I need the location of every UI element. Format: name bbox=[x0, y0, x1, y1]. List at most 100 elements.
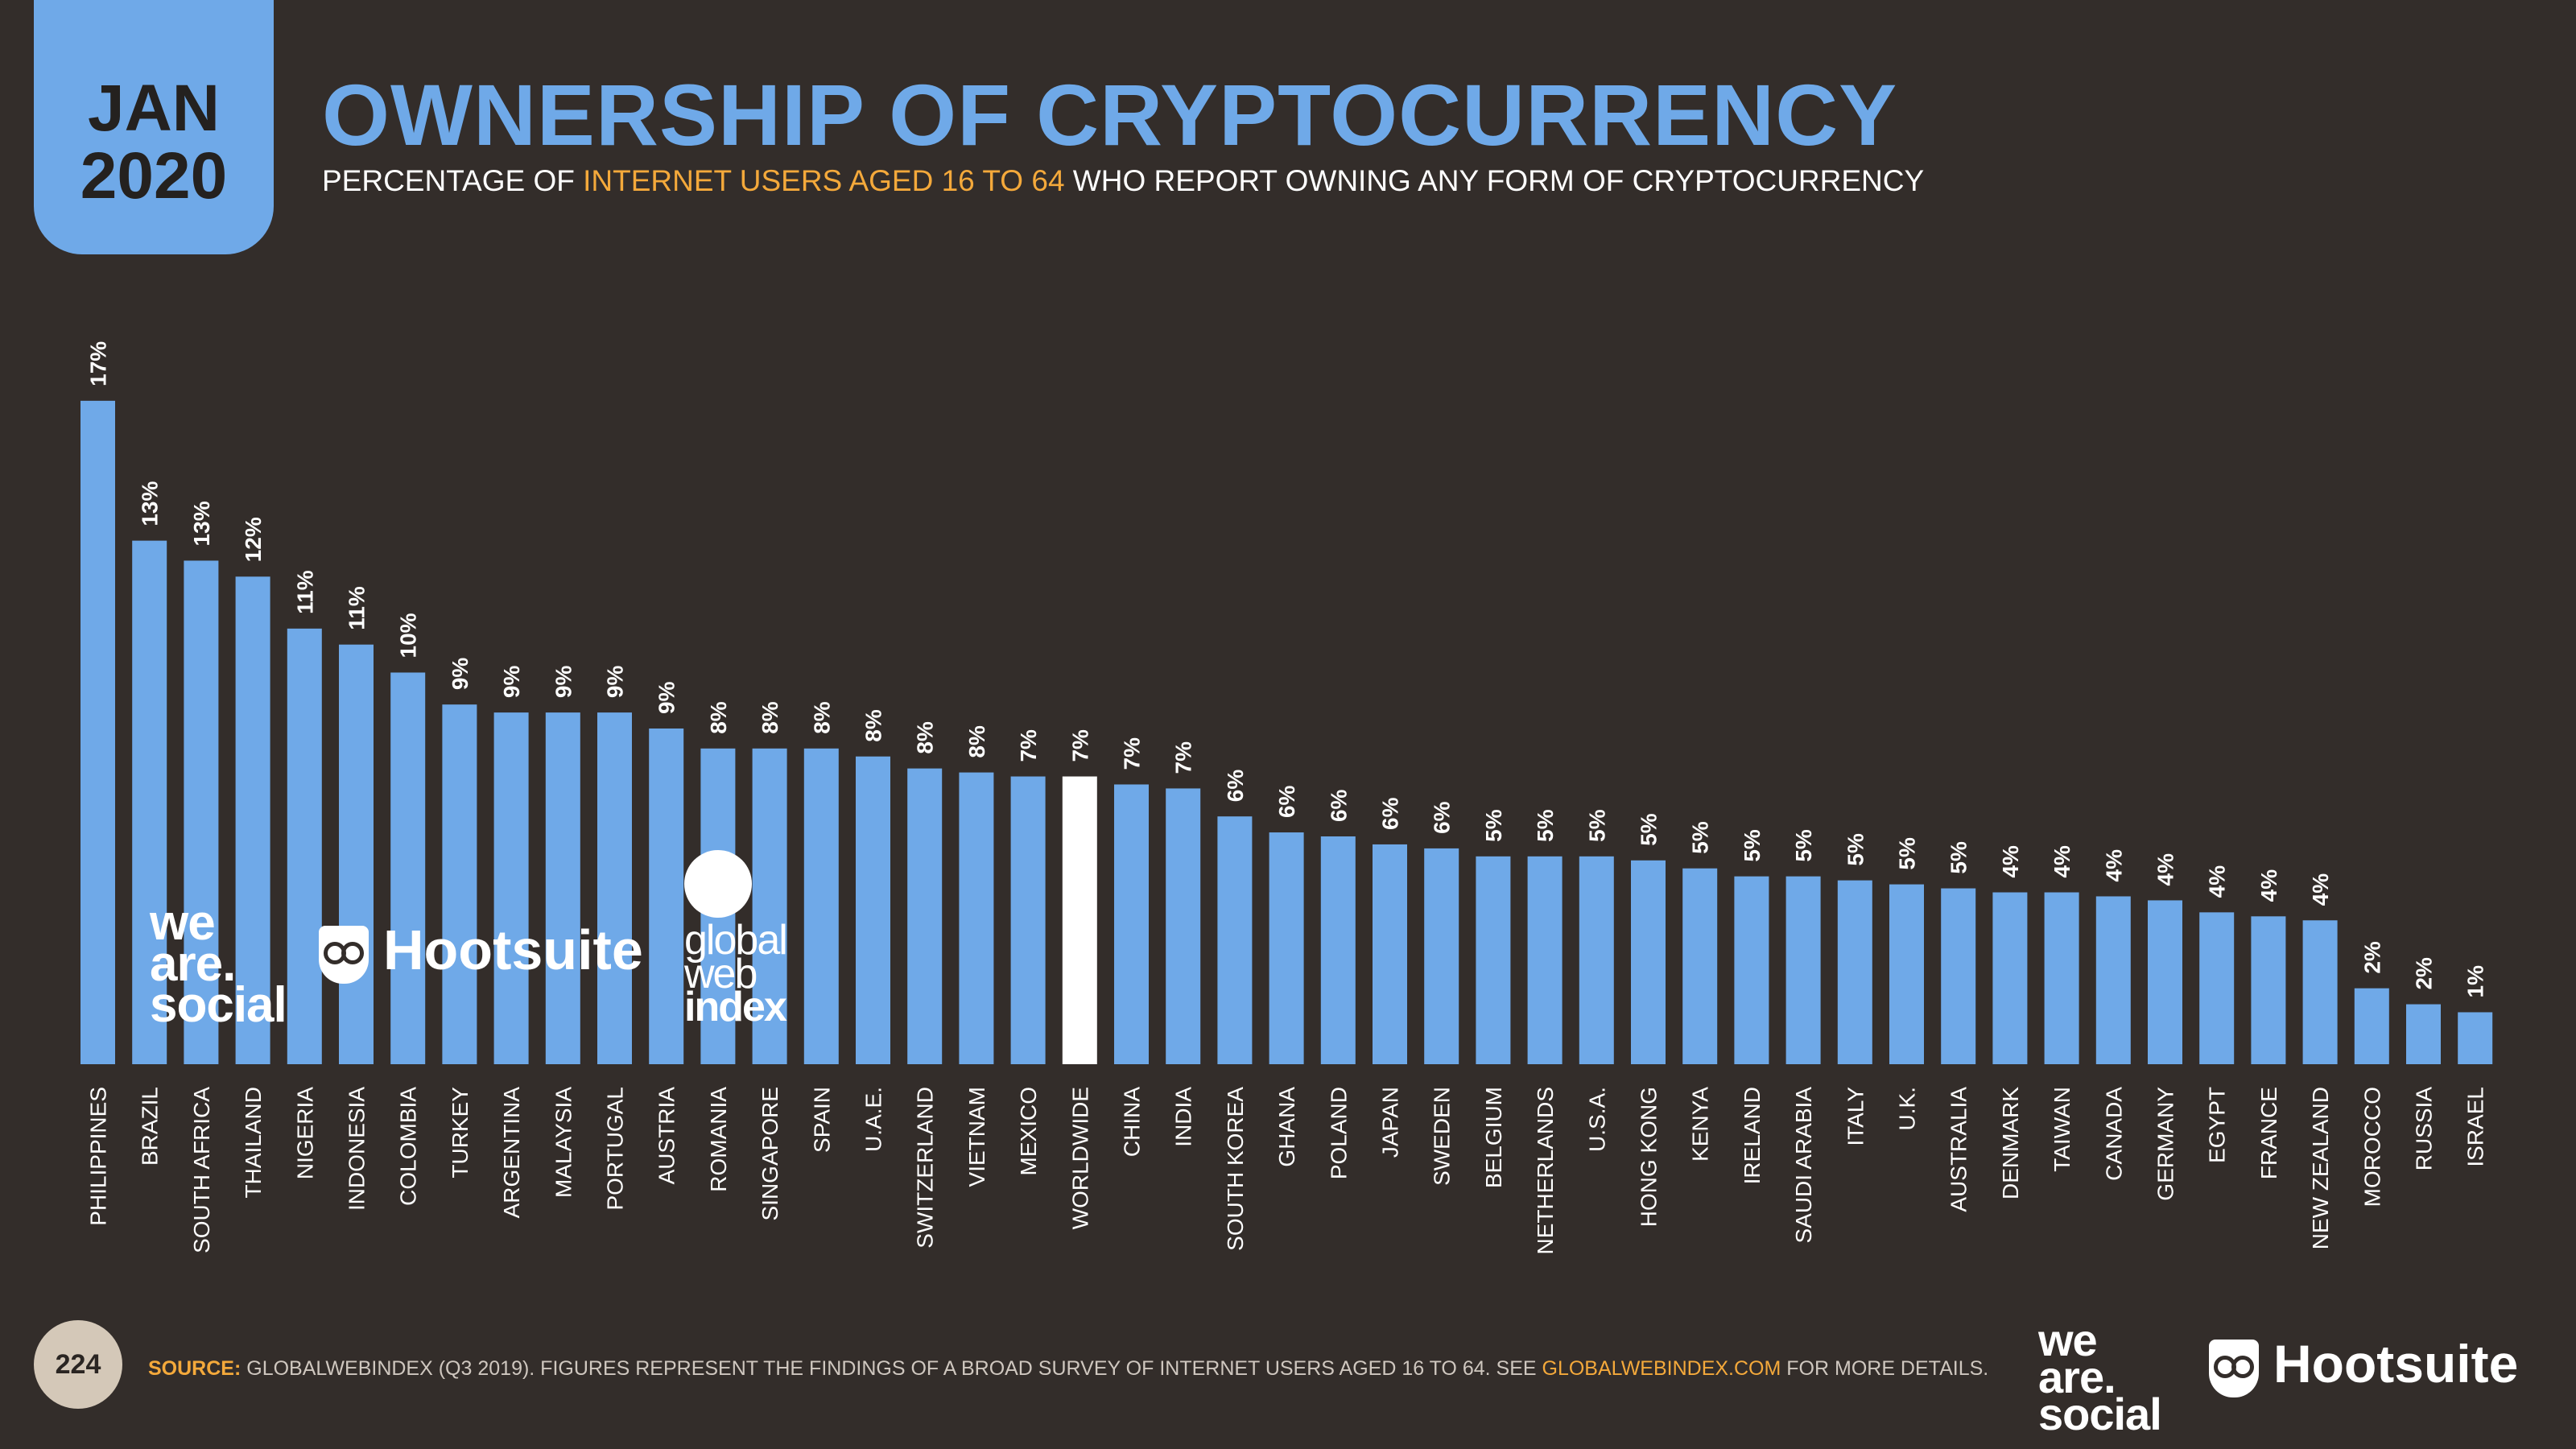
category-label: CANADA bbox=[2101, 1087, 2126, 1181]
category-label: THAILAND bbox=[241, 1087, 266, 1198]
category-label: WORLDWIDE bbox=[1067, 1087, 1092, 1229]
owl-icon bbox=[319, 925, 369, 984]
bar-belgium bbox=[1476, 856, 1511, 1064]
bar-sweden bbox=[1424, 848, 1459, 1064]
value-label: 11% bbox=[292, 570, 317, 614]
value-label: 6% bbox=[1274, 785, 1299, 818]
footer-hootsuite-logo: Hootsuite bbox=[2209, 1333, 2518, 1397]
footer-we-are-social-logo: we are. social bbox=[2038, 1315, 2162, 1439]
value-label: 5% bbox=[1946, 841, 1971, 874]
category-label: NIGERIA bbox=[292, 1087, 317, 1179]
value-label: 4% bbox=[2308, 873, 2333, 906]
category-label: VIETNAM bbox=[964, 1087, 989, 1187]
value-label: 1% bbox=[2463, 965, 2488, 998]
category-label: HONG KONG bbox=[1637, 1087, 1662, 1227]
bar-india bbox=[1166, 788, 1201, 1064]
bar-indonesia bbox=[339, 644, 374, 1064]
value-label: 4% bbox=[2101, 849, 2126, 882]
hootsuite-text: Hootsuite bbox=[383, 919, 643, 981]
value-label: 13% bbox=[138, 481, 163, 526]
gwi-line-1: global bbox=[684, 917, 788, 964]
bar-argentina bbox=[493, 712, 529, 1064]
source-suffix: FOR MORE DETAILS. bbox=[1781, 1357, 1989, 1380]
category-label: PHILIPPINES bbox=[86, 1087, 111, 1226]
category-label: POLAND bbox=[1326, 1087, 1351, 1179]
bar-portugal bbox=[597, 712, 632, 1064]
bar-new-zealand bbox=[2302, 920, 2338, 1064]
category-label: MALAYSIA bbox=[551, 1087, 576, 1198]
bar-u-s-a bbox=[1579, 856, 1614, 1064]
bar-russia bbox=[2406, 1004, 2441, 1064]
category-label: MOROCCO bbox=[2359, 1087, 2384, 1207]
value-label: 8% bbox=[913, 721, 938, 754]
bar-nigeria bbox=[287, 628, 322, 1064]
bar-south-korea bbox=[1217, 816, 1253, 1064]
category-label: ROMANIA bbox=[706, 1087, 731, 1192]
bar-france bbox=[2251, 916, 2286, 1064]
bar-china bbox=[1114, 784, 1149, 1064]
value-label: 11% bbox=[345, 586, 369, 630]
category-label: SAUDI ARABIA bbox=[1791, 1087, 1816, 1244]
category-label: U.A.E. bbox=[861, 1087, 886, 1152]
value-label: 5% bbox=[1637, 813, 1662, 846]
value-label: 4% bbox=[2153, 853, 2178, 886]
source-link[interactable]: GLOBALWEBINDEX.COM bbox=[1542, 1357, 1781, 1380]
category-label: BRAZIL bbox=[138, 1087, 163, 1166]
hootsuite-logo: Hootsuite bbox=[319, 918, 643, 984]
bar-u-a-e bbox=[856, 756, 890, 1064]
bar-philippines bbox=[80, 400, 115, 1064]
source-text: GLOBALWEBINDEX (Q3 2019). FIGURES REPRES… bbox=[241, 1357, 1542, 1380]
bar-morocco bbox=[2354, 988, 2389, 1064]
bar-austria bbox=[649, 728, 684, 1064]
value-label: 6% bbox=[1378, 797, 1403, 830]
bar-poland bbox=[1320, 836, 1356, 1064]
value-label: 6% bbox=[1430, 801, 1455, 834]
category-label: MEXICO bbox=[1016, 1087, 1041, 1175]
category-label: TAIWAN bbox=[2050, 1087, 2074, 1172]
category-label: AUSTRIA bbox=[654, 1087, 679, 1185]
category-label: NETHERLANDS bbox=[1533, 1087, 1558, 1254]
value-label: 8% bbox=[809, 701, 834, 734]
value-label: 9% bbox=[499, 666, 524, 699]
category-label: U.K. bbox=[1895, 1087, 1920, 1130]
we-are-social-line-1: we bbox=[150, 895, 216, 951]
bar-ghana bbox=[1269, 832, 1304, 1064]
bar-south-africa bbox=[184, 560, 219, 1064]
date-year: 2020 bbox=[80, 139, 228, 213]
category-label: SPAIN bbox=[809, 1087, 834, 1153]
value-label: 8% bbox=[964, 725, 989, 758]
category-label: ARGENTINA bbox=[499, 1087, 524, 1219]
footer-we-are-social-line-3: social bbox=[2038, 1388, 2162, 1439]
date-tab: JAN 2020 bbox=[34, 0, 274, 254]
bar-netherlands bbox=[1527, 856, 1563, 1064]
category-label: INDIA bbox=[1171, 1087, 1196, 1147]
category-label: IRELAND bbox=[1740, 1087, 1765, 1184]
category-label: COLOMBIA bbox=[396, 1087, 421, 1206]
footer-we-are-social-line-1: we bbox=[2038, 1315, 2098, 1365]
page-title: OWNERSHIP OF CRYPTOCURRENCY bbox=[322, 66, 1898, 163]
category-label: SWEDEN bbox=[1430, 1087, 1455, 1186]
category-label: TURKEY bbox=[448, 1087, 473, 1179]
category-label: FRANCE bbox=[2256, 1087, 2281, 1179]
gwi-line-2: web bbox=[684, 950, 758, 997]
value-label: 8% bbox=[861, 709, 886, 742]
category-label: INDONESIA bbox=[345, 1087, 369, 1211]
category-label: AUSTRALIA bbox=[1946, 1087, 1971, 1212]
subtitle-prefix: PERCENTAGE OF bbox=[322, 164, 584, 197]
globalwebindex-logo: global web index bbox=[684, 850, 788, 1028]
bar-japan bbox=[1373, 844, 1407, 1064]
value-label: 8% bbox=[706, 701, 731, 734]
bar-kenya bbox=[1682, 868, 1718, 1064]
bar-malaysia bbox=[545, 712, 580, 1064]
date-month: JAN bbox=[87, 72, 221, 145]
category-label: JAPAN bbox=[1378, 1087, 1403, 1158]
we-are-social-line-2: are. bbox=[150, 935, 236, 992]
category-label: CHINA bbox=[1120, 1087, 1145, 1157]
we-are-social-logo: we are. social bbox=[150, 895, 287, 1030]
value-label: 5% bbox=[1481, 809, 1506, 842]
bar-denmark bbox=[1992, 892, 2028, 1064]
bar-italy bbox=[1837, 880, 1872, 1064]
bar-colombia bbox=[390, 672, 426, 1064]
bar-saudi-arabia bbox=[1785, 876, 1821, 1064]
bar-switzerland bbox=[907, 768, 943, 1064]
